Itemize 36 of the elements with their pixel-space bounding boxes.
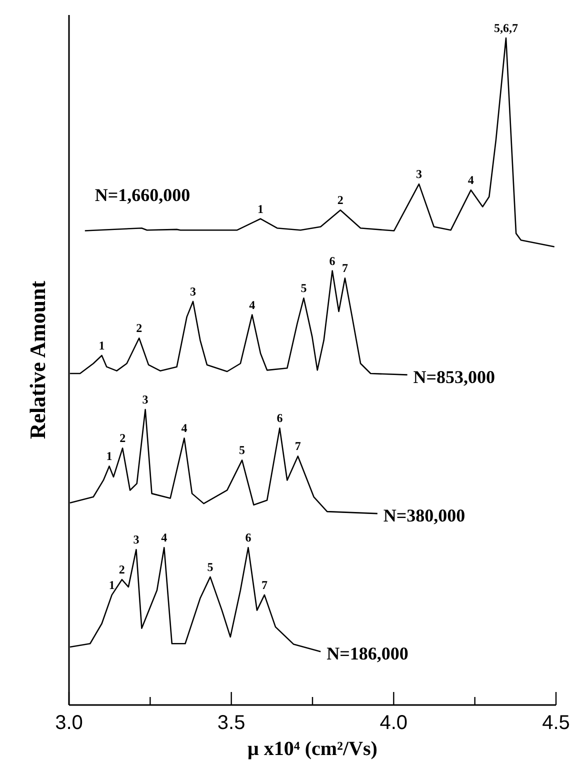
annotation: 5 (207, 560, 214, 574)
annotation: 1 (106, 449, 112, 464)
series-label: N=380,000 (383, 506, 466, 526)
annotation: 2 (136, 321, 142, 336)
annotation: 1 (108, 578, 115, 592)
y-axis-title: Relative Amount (25, 280, 50, 440)
annotation: 5,6,7 (494, 21, 518, 35)
series-label: N=186,000 (326, 644, 408, 664)
annotation: 3 (190, 284, 196, 298)
annotation: 2 (118, 562, 125, 577)
annotation: 2 (337, 193, 344, 208)
x-axis-title: μ x10⁴ (cm²/Vs) (248, 738, 378, 760)
annotation: 6 (276, 411, 283, 426)
annotation: 1 (98, 338, 105, 352)
annotation: 4 (249, 298, 256, 312)
annotation: 4 (161, 530, 168, 545)
annotation: 4 (468, 173, 474, 188)
annotation: 5 (300, 281, 307, 296)
series-label: N=853,000 (413, 366, 496, 387)
annotation: 7 (261, 578, 268, 592)
annotation: 5 (239, 443, 246, 458)
annotation: 7 (342, 261, 348, 276)
annotation: 6 (329, 254, 336, 268)
x-tick-label: 4.0 (380, 712, 408, 734)
annotation: 2 (120, 431, 126, 446)
annotation: 3 (133, 532, 140, 547)
series-label: N=1,660,000 (94, 184, 190, 205)
annotation: 7 (294, 439, 301, 454)
x-tick-label: 4.5 (542, 712, 570, 734)
annotation: 4 (181, 421, 188, 436)
annotation: 3 (416, 167, 422, 182)
x-tick-label: 3.0 (55, 712, 83, 734)
x-tick-label: 3.5 (217, 712, 246, 734)
annotation: 3 (142, 392, 148, 407)
annotation: 6 (245, 530, 252, 545)
annotation: 1 (258, 202, 264, 216)
